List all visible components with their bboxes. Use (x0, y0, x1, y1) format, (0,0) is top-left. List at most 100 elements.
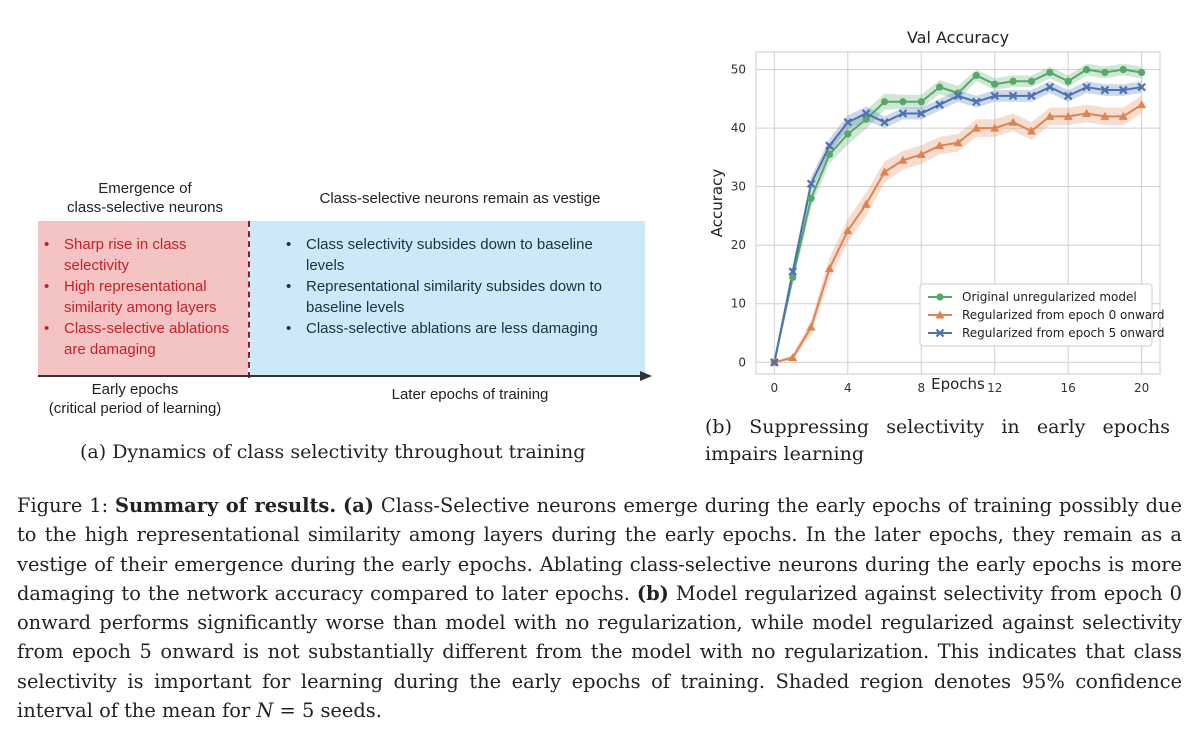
data-point (880, 167, 890, 176)
data-point (843, 226, 853, 235)
data-point (806, 322, 816, 331)
data-point (770, 358, 779, 367)
data-point (990, 91, 1000, 101)
x-axis-label: Epochs (931, 375, 985, 393)
caption-part-b-label: (b) (636, 581, 669, 605)
legend-marker (935, 328, 945, 338)
data-point (1082, 108, 1092, 117)
list-item: Class selectivity subsides down to basel… (280, 234, 626, 276)
data-point (1118, 111, 1128, 120)
x-tick-label: 20 (1134, 381, 1149, 395)
x-tick-label: 0 (771, 381, 779, 395)
data-point (1046, 68, 1054, 77)
data-point (953, 138, 963, 147)
data-point (1137, 100, 1147, 109)
seed-count-equation: = 5 seeds. (273, 699, 382, 723)
x-tick-label: 12 (987, 381, 1002, 395)
data-point (1101, 68, 1109, 77)
data-point (880, 98, 889, 106)
y-tick-labels: 0 10 20 30 40 50 (731, 63, 746, 370)
data-point (935, 141, 945, 150)
early-phase-heading: Emergence of class-selective neurons (67, 180, 223, 216)
list-item: Sharp rise in class selectivity (38, 234, 214, 276)
list-item: High representational similarity among l… (38, 276, 244, 318)
seed-count-symbol: N (256, 699, 274, 723)
data-point (1008, 91, 1018, 101)
data-point (1063, 111, 1073, 120)
y-tick-label: 30 (731, 180, 746, 194)
legend-label: Original unregularized model (962, 290, 1137, 304)
data-point (806, 179, 816, 189)
data-point (824, 264, 834, 273)
data-point (861, 109, 871, 118)
caption-part-a-label: (a) (343, 494, 374, 517)
caption-part-a-text: Class-Selective neurons emerge during th… (17, 494, 1182, 605)
data-point (844, 130, 852, 138)
y-tick-label: 50 (731, 63, 746, 77)
data-point (1063, 91, 1073, 101)
data-point (789, 273, 797, 281)
data-point (1137, 82, 1146, 92)
subfigure-a-caption: (a) Dynamics of class selectivity throug… (80, 441, 586, 463)
data-point (807, 194, 815, 202)
data-point (972, 97, 981, 107)
data-point (788, 353, 798, 362)
data-point (880, 117, 889, 127)
data-point (1045, 82, 1055, 92)
val-accuracy-chart: Val Accuracy 0 4 8 12 16 20 0 10 20 30 40 50 Epoch… (708, 28, 1164, 395)
y-axis-label: Accuracy (708, 169, 726, 238)
data-point (1027, 77, 1036, 85)
data-point (1100, 111, 1110, 120)
legend-marker (935, 310, 945, 319)
data-point (916, 149, 926, 158)
data-point (1082, 65, 1091, 74)
data-point (953, 91, 963, 101)
data-point (1045, 111, 1055, 120)
data-point (1118, 85, 1128, 95)
data-point (1027, 91, 1036, 101)
list-item: Class-selective ablations are less damag… (280, 318, 636, 339)
timeline-arrow-icon (640, 371, 652, 381)
data-point (898, 155, 908, 164)
list-item: Representational similarity subsides dow… (280, 276, 626, 318)
data-point (898, 109, 908, 118)
series-markers (769, 65, 1147, 367)
data-point (825, 141, 834, 150)
data-point (1138, 68, 1146, 77)
data-point (916, 109, 926, 118)
figure-label: Figure 1: (17, 494, 109, 517)
data-point (861, 199, 871, 208)
legend-label: Regularized from epoch 0 onward (962, 308, 1164, 322)
data-point (843, 117, 853, 127)
x-tick-label: 8 (917, 381, 925, 395)
data-point (1008, 117, 1018, 126)
data-point (990, 123, 1000, 132)
selectivity-dynamics-diagram: Emergence of class-selective neurons Cla… (0, 0, 680, 480)
phase-divider (248, 221, 250, 378)
later-axis-label: Later epochs of training (391, 386, 549, 403)
caption-title: Summary of results. (115, 494, 337, 517)
caption-part-b-text: Model regularized against selectivity fr… (17, 581, 1182, 723)
data-point (1009, 77, 1017, 85)
data-point (917, 98, 925, 106)
legend-marker (936, 293, 944, 301)
legend-label: Regularized from epoch 5 onward (962, 326, 1164, 340)
data-point (825, 150, 834, 159)
early-axis-label: Early epochs (critical period of learnin… (48, 381, 222, 417)
data-point (972, 71, 980, 80)
x-tick-label: 4 (844, 381, 852, 395)
legend: Original unregularized model Regularized … (919, 283, 1164, 347)
y-tick-label: 20 (731, 238, 746, 252)
data-point (936, 83, 944, 91)
y-tick-label: 40 (731, 121, 746, 135)
figure-caption: Figure 1: Summary of results. (a) Class-… (17, 491, 1182, 725)
legend-box (919, 283, 1153, 347)
data-point (1100, 85, 1110, 95)
y-tick-label: 10 (731, 297, 746, 311)
x-tick-labels: 0 4 8 12 16 20 (771, 381, 1150, 395)
later-phase-heading: Class-selective neurons remain as vestig… (319, 190, 601, 207)
x-tick-label: 16 (1061, 381, 1076, 395)
data-point (1026, 126, 1036, 135)
subfigure-b-caption: (b) Suppressing selectivity in early epo… (705, 416, 1170, 465)
data-point (862, 115, 870, 123)
